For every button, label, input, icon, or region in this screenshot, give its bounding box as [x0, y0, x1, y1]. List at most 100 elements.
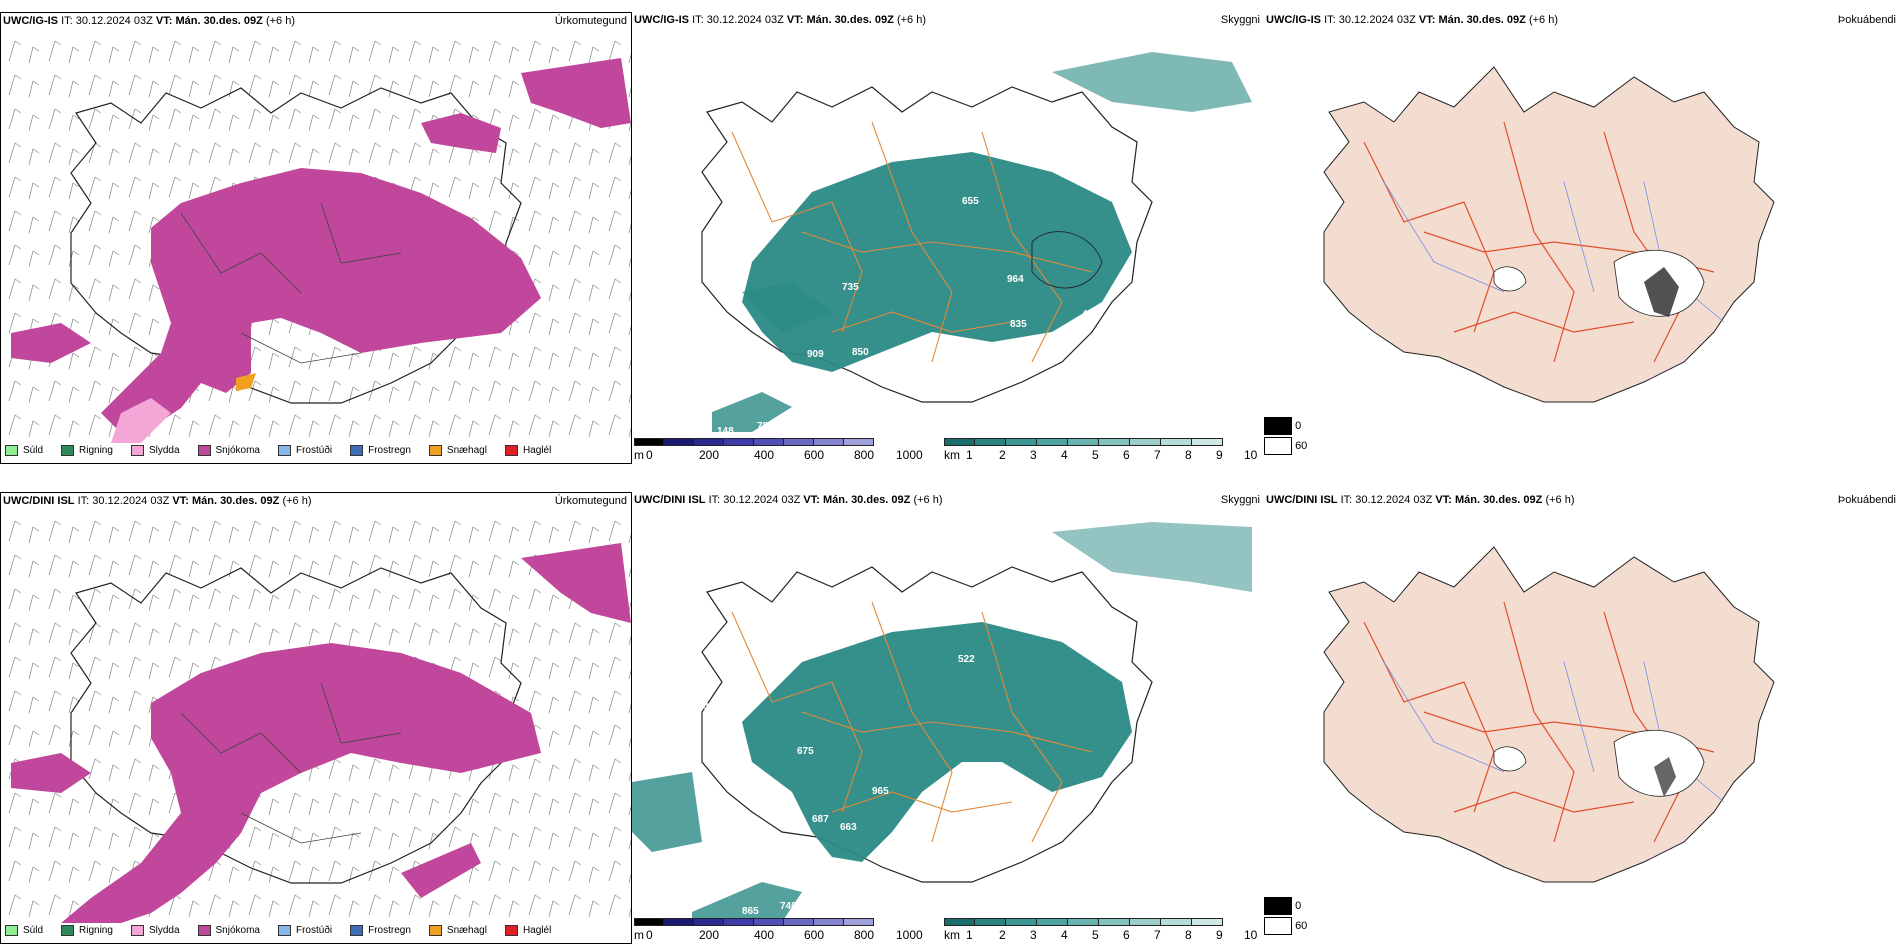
cb-tick: 0 — [646, 928, 653, 942]
value-label: 735 — [842, 282, 859, 293]
vis-tick: 1 — [966, 448, 973, 462]
panel-header: UWC/IG-IS IT: 30.12.2024 03Z VT: Mán. 30… — [634, 14, 1262, 26]
precip-map — [1, 33, 631, 443]
legend-item: Slydda — [130, 925, 180, 936]
cb-seg — [1161, 918, 1192, 926]
value-label: 143 — [1057, 342, 1074, 353]
it-label: IT: — [692, 14, 704, 26]
lead-time: (+6 h) — [1545, 494, 1575, 506]
value-label: 964 — [1007, 274, 1024, 285]
vis-tick: 9 — [1216, 928, 1223, 942]
fog-map — [1323, 546, 1775, 883]
legend-item: Rigning — [61, 925, 113, 936]
legend-item: Snjókoma — [197, 445, 260, 456]
vis-tick: 2 — [999, 448, 1006, 462]
lead-time: (+6 h) — [1528, 14, 1558, 26]
vt-label: VT: — [155, 15, 173, 27]
vt-label: VT: — [786, 14, 804, 26]
legend-label: Snæhagl — [446, 925, 487, 936]
cb-seg — [814, 438, 844, 446]
precip-panel-row2: UWC/DINI ISL IT: 30.12.2024 03Z VT: Mán.… — [0, 492, 632, 944]
cb-seg — [1099, 918, 1130, 926]
panel-header: UWC/IG-IS IT: 30.12.2024 03Z VT: Mán. 30… — [3, 15, 629, 27]
vis-tick: 6 — [1123, 448, 1130, 462]
cb-tick: 600 — [804, 928, 825, 942]
swatch — [428, 925, 442, 936]
fog-key-swatch-high — [1264, 897, 1292, 915]
vt-value: Mán. 30.des. 09Z — [1454, 494, 1543, 506]
visibility-map: 522 504 521 675 965 687 663 821 773 36 8… — [632, 522, 1252, 922]
cb-seg — [1130, 918, 1161, 926]
vis-tick: 7 — [1154, 448, 1161, 462]
legend-label: Rigning — [79, 925, 113, 936]
vis-unit: km — [944, 448, 960, 462]
swatch — [130, 925, 144, 936]
cb-seg — [754, 438, 784, 446]
cb-seg — [944, 918, 975, 926]
cb-seg — [814, 918, 844, 926]
fog-key: 0 60 — [1264, 417, 1307, 455]
legend-item: Snjókoma — [197, 925, 260, 936]
value-label: 36 — [1060, 806, 1072, 817]
cb-tick: 600 — [804, 448, 825, 462]
vis-tick: 8 — [1185, 928, 1192, 942]
panel-header: UWC/IG-IS IT: 30.12.2024 03Z VT: Mán. 30… — [1266, 14, 1898, 26]
vt-label: VT: — [1418, 14, 1436, 26]
legend-item: Rigning — [61, 445, 113, 456]
cb-tick: 800 — [854, 448, 875, 462]
cb-seg — [634, 918, 664, 926]
visibility-values: 522 504 521 675 965 687 663 821 773 36 8… — [692, 612, 1154, 917]
legend-label: Rigning — [79, 445, 113, 456]
legend-label: Haglél — [522, 925, 552, 936]
model-label: UWC/DINI ISL — [3, 495, 75, 507]
cb-unit: m — [634, 928, 644, 942]
cb-seg — [1037, 918, 1068, 926]
visibility-ticks: km 1 2 3 4 5 6 7 8 9 10 — [944, 928, 1257, 942]
vt-value: Mán. 30.des. 09Z — [191, 495, 280, 507]
vt-value: Mán. 30.des. 09Z — [822, 494, 911, 506]
it-value: 30.12.2024 03Z — [75, 15, 153, 27]
panel-title: Úrkomutegund — [554, 15, 627, 27]
legend-item: Frostúði — [277, 445, 332, 456]
value-label: 458 — [1082, 309, 1099, 320]
legend-label: Frostregn — [368, 925, 411, 936]
it-label: IT: — [61, 15, 73, 27]
cb-seg — [724, 918, 754, 926]
cloud-base-colorbar — [634, 438, 874, 446]
legend-label: Snæhagl — [446, 445, 487, 456]
legend-item: Súld — [5, 925, 43, 936]
it-label: IT: — [708, 494, 721, 506]
model-label: UWC/DINI ISL — [1266, 494, 1338, 506]
cb-seg — [975, 438, 1006, 446]
cb-seg — [1192, 918, 1223, 926]
snow-region — [101, 168, 541, 433]
vt-label: VT: — [1435, 494, 1452, 506]
precip-legend: Súld Rigning Slydda Snjókoma Frostúði Fr… — [5, 445, 551, 456]
swatch — [61, 925, 75, 936]
precip-legend: Súld Rigning Slydda Snjókoma Frostúði Fr… — [5, 925, 551, 936]
cb-seg — [1192, 438, 1223, 446]
swatch — [5, 445, 18, 456]
fog-panel-row2: UWC/DINI ISL IT: 30.12.2024 03Z VT: Mán.… — [1264, 492, 1900, 944]
vt-value: Mán. 30.des. 09Z — [1438, 14, 1526, 26]
fog-key-swatch-low — [1264, 437, 1292, 455]
value-label: 773 — [790, 856, 807, 867]
cb-unit: m — [634, 448, 644, 462]
visibility-colorbar — [944, 438, 1223, 446]
legend-label: Slydda — [148, 925, 180, 936]
value-label: 663 — [840, 822, 857, 833]
panel-header: UWC/DINI ISL IT: 30.12.2024 03Z VT: Mán.… — [3, 495, 629, 507]
panel-title: Skyggni — [1220, 494, 1260, 506]
legend-label: Frostregn — [368, 445, 411, 456]
cb-seg — [844, 438, 874, 446]
fog-map — [1323, 66, 1775, 403]
visibility-colorbar — [944, 918, 1223, 926]
fog-panel-row1: UWC/IG-IS IT: 30.12.2024 03Z VT: Mán. 30… — [1264, 12, 1900, 464]
it-value: 30.12.2024 03Z — [1355, 494, 1433, 506]
visibility-map: 655 735 964 458 835 143 380 909 850 960 … — [701, 52, 1252, 437]
fog-key-swatch-low — [1264, 917, 1292, 935]
value-label: 821 — [800, 839, 817, 850]
fog-key-swatch-high — [1264, 417, 1292, 435]
it-label: IT: — [1340, 494, 1353, 506]
swatch — [197, 925, 211, 936]
